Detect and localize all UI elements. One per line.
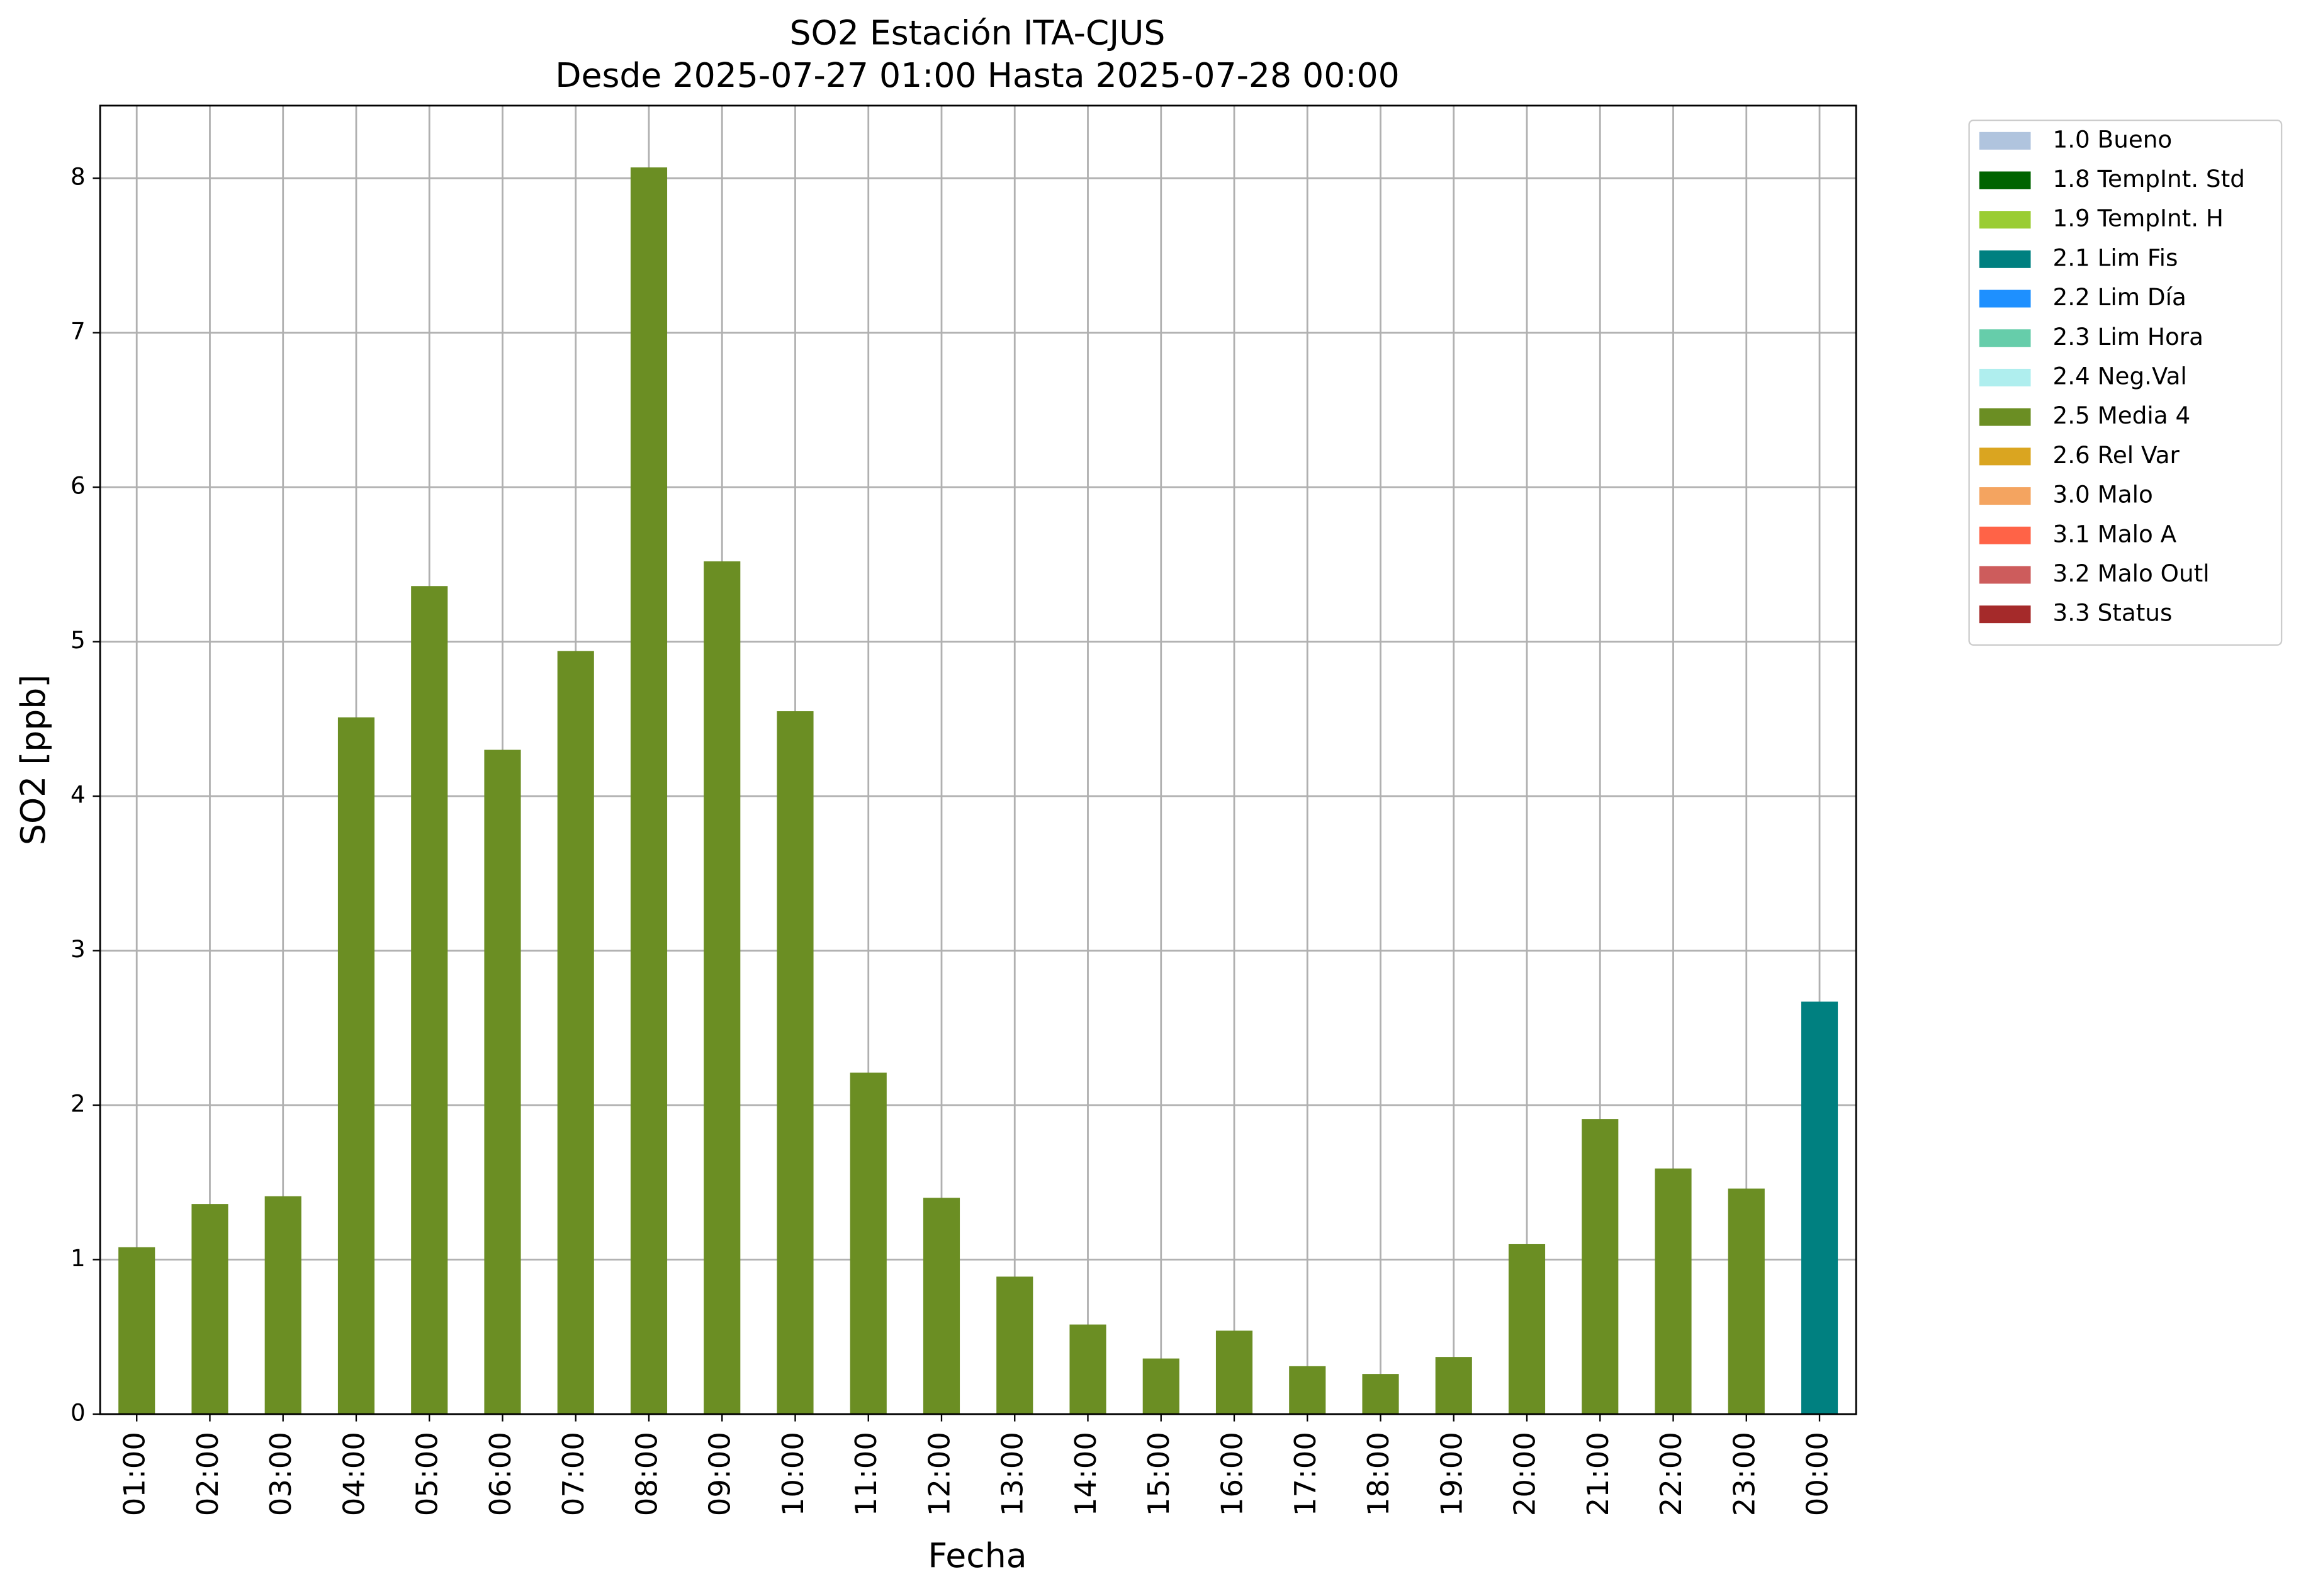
bar <box>337 717 375 1414</box>
x-tick-label: 12:00 <box>922 1432 956 1516</box>
y-tick-label: 1 <box>70 1244 86 1272</box>
legend-label: 1.9 TempInt. H <box>2052 205 2223 232</box>
x-tick-label: 02:00 <box>191 1432 225 1516</box>
legend-label: 3.0 Malo <box>2052 481 2152 509</box>
bar <box>411 586 448 1414</box>
x-tick-label: 18:00 <box>1361 1432 1395 1516</box>
x-tick-label: 20:00 <box>1508 1432 1542 1516</box>
x-tick-label: 07:00 <box>556 1432 590 1516</box>
bar <box>264 1196 301 1414</box>
y-tick-label: 2 <box>70 1090 86 1118</box>
bar <box>1289 1366 1326 1414</box>
bar <box>850 1072 887 1414</box>
x-tick-label: 00:00 <box>1801 1432 1835 1516</box>
bar <box>1728 1188 1765 1414</box>
plot-frame <box>99 104 1857 1415</box>
x-tick-label: 22:00 <box>1654 1432 1688 1516</box>
x-tick-label: 23:00 <box>1727 1432 1761 1516</box>
legend-label: 3.2 Malo Outl <box>2052 559 2209 587</box>
x-tick-label: 04:00 <box>337 1432 371 1516</box>
legend-swatch <box>1979 605 2031 624</box>
x-tick-label: 17:00 <box>1288 1432 1322 1516</box>
legend-swatch <box>1979 132 2031 150</box>
legend-swatch <box>1979 329 2031 347</box>
legend-swatch <box>1979 408 2031 426</box>
y-tick-label: 4 <box>70 781 86 809</box>
legend-label: 2.2 Lim Día <box>2052 283 2186 311</box>
legend-swatch <box>1979 211 2031 229</box>
legend-label: 2.3 Lim Hora <box>2052 323 2203 351</box>
x-tick-label: 14:00 <box>1069 1432 1103 1516</box>
bar <box>1582 1119 1619 1414</box>
legend-swatch <box>1979 368 2031 386</box>
x-axis-label: Fecha <box>928 1536 1027 1575</box>
legend-swatch <box>1979 171 2031 189</box>
bar <box>1801 1001 1838 1414</box>
x-tick-label: 11:00 <box>849 1432 883 1516</box>
legend-label: 2.5 Media 4 <box>2052 402 2190 429</box>
y-tick-label: 7 <box>70 317 86 345</box>
legend-label: 3.1 Malo A <box>2052 520 2176 548</box>
x-tick-label: 01:00 <box>118 1432 152 1516</box>
bar <box>1435 1357 1472 1414</box>
legend-label: 2.6 Rel Var <box>2052 441 2180 469</box>
x-tick-label: 09:00 <box>703 1432 737 1516</box>
legend-swatch <box>1979 289 2031 308</box>
x-tick-label: 16:00 <box>1215 1432 1249 1516</box>
bar <box>1215 1330 1253 1414</box>
bar <box>1069 1324 1106 1414</box>
y-axis-label: SO2 [ppb] <box>13 675 53 845</box>
legend-label: 1.0 Bueno <box>2052 125 2172 153</box>
y-tick-label: 8 <box>70 163 86 191</box>
legend-label: 2.1 Lim Fis <box>2052 244 2178 271</box>
legend-label: 3.3 Status <box>2052 599 2172 627</box>
legend-swatch <box>1979 487 2031 505</box>
legend-box <box>1968 119 2283 646</box>
x-tick-label: 19:00 <box>1434 1432 1468 1516</box>
legend-swatch <box>1979 250 2031 268</box>
legend-swatch <box>1979 526 2031 544</box>
legend-label: 1.8 TempInt. Std <box>2052 165 2244 193</box>
x-tick-label: 08:00 <box>629 1432 663 1516</box>
bar <box>484 750 521 1414</box>
y-tick-label: 3 <box>70 935 86 963</box>
bar <box>704 561 741 1414</box>
legend-swatch <box>1979 447 2031 466</box>
y-tick-label: 5 <box>70 626 86 654</box>
y-tick-label: 0 <box>70 1398 86 1426</box>
x-tick-label: 06:00 <box>483 1432 517 1516</box>
x-tick-label: 21:00 <box>1581 1432 1615 1516</box>
x-tick-label: 10:00 <box>776 1432 810 1516</box>
chart-subtitle: Desde 2025-07-27 01:00 Hasta 2025-07-28 … <box>555 55 1399 95</box>
legend-swatch <box>1979 566 2031 584</box>
x-tick-label: 13:00 <box>996 1432 1030 1516</box>
bar <box>1655 1168 1692 1414</box>
bar <box>1508 1244 1546 1414</box>
bar <box>118 1247 155 1414</box>
bar <box>996 1276 1033 1414</box>
x-tick-label: 05:00 <box>410 1432 444 1516</box>
bar <box>923 1198 960 1414</box>
bar <box>1362 1374 1399 1414</box>
x-tick-label: 03:00 <box>264 1432 298 1516</box>
chart-title: SO2 Estación ITA-CJUS <box>789 13 1165 53</box>
bar <box>630 167 668 1414</box>
legend-label: 2.4 Neg.Val <box>2052 362 2186 390</box>
bar <box>777 711 814 1414</box>
bar <box>1142 1358 1179 1414</box>
y-tick-label: 6 <box>70 472 86 500</box>
x-tick-label: 15:00 <box>1142 1432 1176 1516</box>
bar <box>557 651 594 1414</box>
bar <box>191 1204 228 1414</box>
